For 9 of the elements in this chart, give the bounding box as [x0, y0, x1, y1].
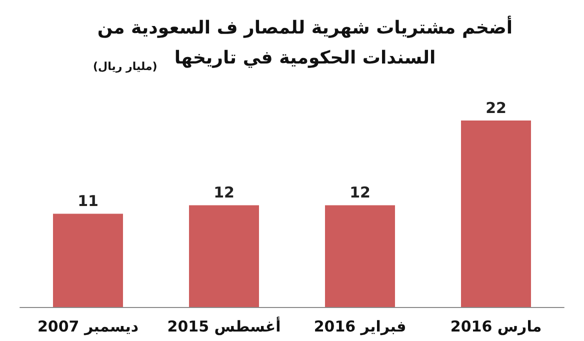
data-label: 22 [486, 98, 506, 117]
x-tick-label: مارس 2016 [450, 318, 542, 336]
x-tick-label: ديسمبر 2007 [37, 318, 139, 336]
data-label: 11 [78, 192, 98, 210]
data-label: 12 [350, 184, 370, 202]
x-tick-label: فبراير 2016 [314, 318, 406, 336]
chart-subtitle: (مليار ريال) [93, 60, 158, 73]
data-label: 12 [214, 184, 234, 202]
x-tick-label: أغسطس 2015 [167, 316, 281, 336]
